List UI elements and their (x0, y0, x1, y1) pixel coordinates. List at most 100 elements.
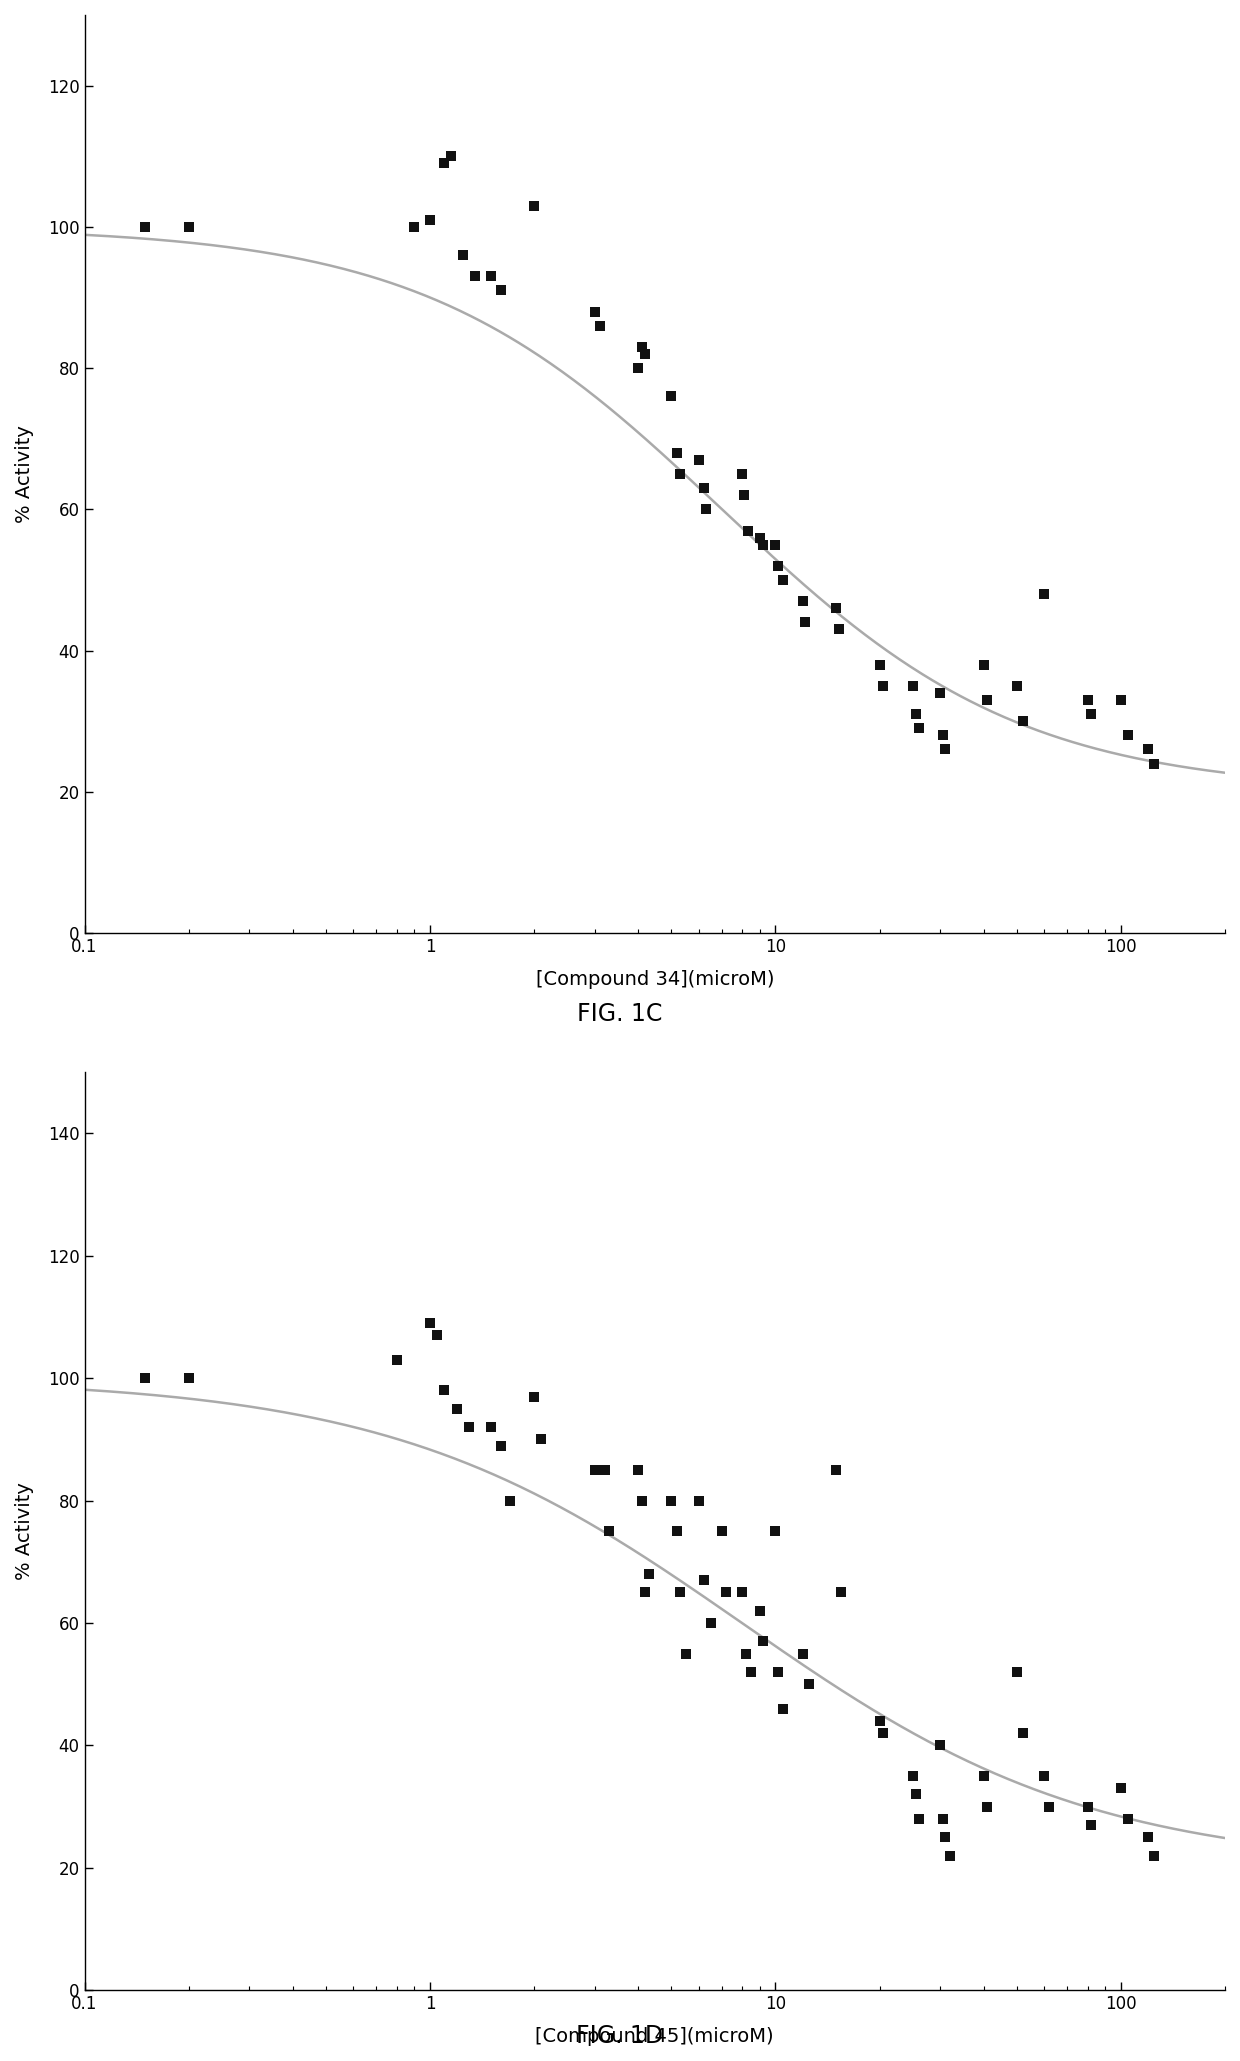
Point (973, 1760, 993, 1793)
Point (671, 458, 691, 491)
Point (932, 1803, 952, 1836)
X-axis label: [Compound 34](microM): [Compound 34](microM) (536, 971, 774, 989)
Point (387, 1344, 407, 1377)
Point (826, 1453, 846, 1486)
Point (1118, 719, 1138, 752)
Point (632, 330, 652, 363)
Point (585, 1453, 605, 1486)
Point (491, 274, 511, 307)
Point (448, 1393, 467, 1426)
Point (585, 295, 605, 328)
Point (906, 699, 926, 732)
Point (1081, 1807, 1101, 1840)
Point (635, 1577, 655, 1610)
Point (869, 1704, 889, 1737)
Point (830, 612, 849, 645)
Point (179, 210, 198, 243)
Y-axis label: % Activity: % Activity (15, 1482, 33, 1581)
Point (909, 711, 929, 744)
Point (629, 352, 649, 385)
Point (869, 649, 889, 682)
Point (404, 210, 424, 243)
Text: FIG. 1D: FIG. 1D (577, 2024, 663, 2049)
Point (935, 1820, 955, 1853)
Point (662, 1484, 682, 1517)
Point (769, 1655, 789, 1688)
Point (179, 1362, 198, 1395)
Point (595, 1453, 615, 1486)
Point (420, 1307, 440, 1340)
Point (525, 190, 544, 223)
Point (753, 528, 773, 561)
Point (906, 1779, 926, 1812)
Point (750, 1595, 770, 1628)
Point (940, 1838, 960, 1871)
Point (696, 493, 715, 526)
Point (712, 1515, 732, 1548)
Point (428, 1319, 448, 1352)
Point (930, 1729, 950, 1762)
Point (1007, 1655, 1027, 1688)
Point (481, 260, 501, 293)
Point (689, 443, 709, 476)
Point (1013, 705, 1033, 738)
Point (1007, 670, 1027, 703)
Point (632, 1484, 652, 1517)
Point (734, 478, 754, 511)
Point (1138, 1820, 1158, 1853)
Point (973, 649, 993, 682)
X-axis label: [Compound 45](microM): [Compound 45](microM) (536, 2028, 774, 2047)
Point (732, 458, 751, 491)
Point (1145, 1838, 1164, 1871)
Point (639, 1558, 658, 1591)
Point (735, 1636, 755, 1669)
Point (903, 1760, 923, 1793)
Point (795, 606, 815, 639)
Point (873, 1717, 893, 1750)
Point (750, 521, 770, 554)
Point (792, 585, 812, 618)
Point (441, 140, 461, 173)
Point (753, 1624, 773, 1657)
Point (525, 1381, 544, 1414)
Point (935, 734, 955, 767)
Point (500, 1484, 520, 1517)
Y-axis label: % Activity: % Activity (15, 425, 33, 523)
Point (773, 1692, 792, 1725)
Point (765, 528, 785, 561)
Point (135, 1362, 155, 1395)
Point (831, 1577, 851, 1610)
Point (1138, 734, 1158, 767)
Point (635, 338, 655, 371)
Point (1034, 577, 1054, 610)
Point (742, 1655, 761, 1688)
Point (599, 1515, 619, 1548)
Point (792, 1636, 812, 1669)
Point (420, 204, 440, 237)
Point (694, 472, 714, 505)
Point (1039, 1791, 1059, 1824)
Point (977, 684, 997, 717)
Point (932, 719, 952, 752)
Point (1111, 684, 1131, 717)
Point (662, 379, 682, 412)
Point (454, 239, 474, 272)
Point (590, 309, 610, 342)
Point (465, 260, 485, 293)
Text: FIG. 1C: FIG. 1C (578, 1002, 662, 1026)
Point (1013, 1717, 1033, 1750)
Point (667, 437, 687, 470)
Point (481, 1410, 501, 1443)
Point (1081, 699, 1101, 732)
Point (1034, 1760, 1054, 1793)
Point (135, 210, 155, 243)
Point (676, 1636, 696, 1669)
Point (689, 1484, 709, 1517)
Point (671, 1577, 691, 1610)
Point (765, 1515, 785, 1548)
Point (873, 670, 893, 703)
Point (1111, 1772, 1131, 1805)
Point (903, 670, 923, 703)
Point (930, 676, 950, 709)
Point (667, 1515, 687, 1548)
